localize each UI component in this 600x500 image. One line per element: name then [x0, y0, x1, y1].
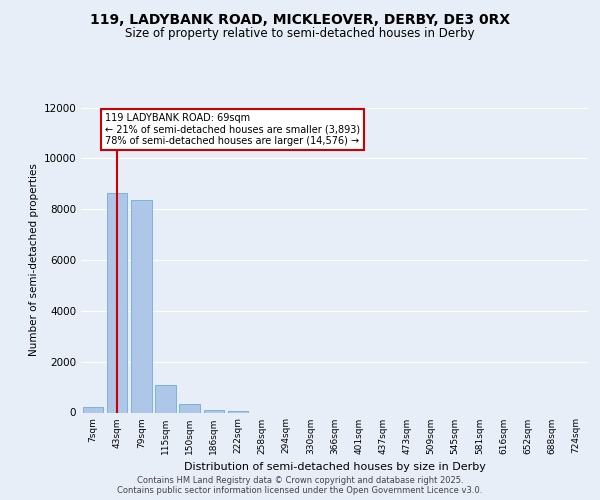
Bar [227, 411, 248, 412]
Bar [155, 384, 176, 412]
Bar [83, 408, 103, 412]
Bar [203, 410, 224, 412]
Bar [107, 192, 127, 412]
Bar [131, 200, 152, 412]
Text: Size of property relative to semi-detached houses in Derby: Size of property relative to semi-detach… [125, 28, 475, 40]
X-axis label: Distribution of semi-detached houses by size in Derby: Distribution of semi-detached houses by … [184, 462, 485, 472]
Y-axis label: Number of semi-detached properties: Number of semi-detached properties [29, 164, 39, 356]
Text: Contains HM Land Registry data © Crown copyright and database right 2025.
Contai: Contains HM Land Registry data © Crown c… [118, 476, 482, 495]
Text: 119, LADYBANK ROAD, MICKLEOVER, DERBY, DE3 0RX: 119, LADYBANK ROAD, MICKLEOVER, DERBY, D… [90, 12, 510, 26]
Bar [179, 404, 200, 412]
Text: 119 LADYBANK ROAD: 69sqm
← 21% of semi-detached houses are smaller (3,893)
78% o: 119 LADYBANK ROAD: 69sqm ← 21% of semi-d… [105, 112, 360, 146]
